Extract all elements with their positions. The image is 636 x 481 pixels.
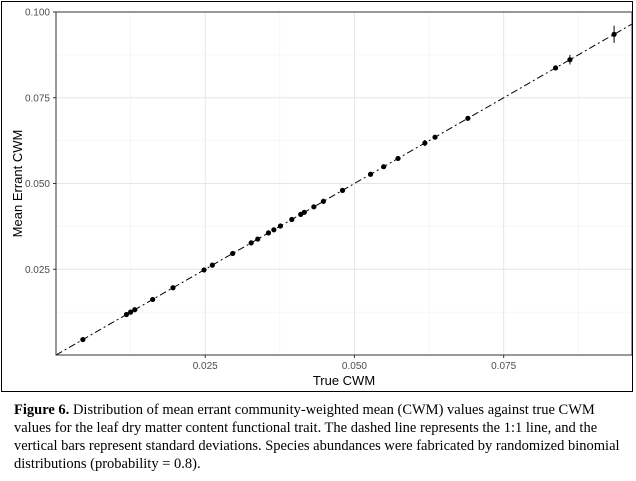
- data-point: [170, 285, 175, 290]
- data-point: [368, 172, 373, 177]
- y-axis-title: Mean Errant CWM: [10, 130, 25, 238]
- data-point: [201, 267, 206, 272]
- x-tick-label: 0.050: [342, 361, 367, 372]
- data-point: [289, 217, 294, 222]
- data-point: [611, 32, 616, 37]
- data-point: [465, 116, 470, 121]
- y-tick-label: 0.100: [25, 8, 50, 19]
- y-tick-label: 0.025: [25, 265, 50, 276]
- data-point: [210, 263, 215, 268]
- data-point: [311, 204, 316, 209]
- x-axis-title: True CWM: [313, 373, 375, 388]
- data-point: [266, 230, 271, 235]
- data-point: [432, 135, 437, 140]
- scatter-chart: 0.025 0.050 0.075 0.025 0.050 0.075 0.100 True…: [2, 2, 632, 391]
- data-point: [340, 188, 345, 193]
- data-point: [271, 227, 276, 232]
- data-point: [255, 236, 260, 241]
- data-point: [381, 164, 386, 169]
- x-tick-label: 0.075: [491, 361, 516, 372]
- data-point: [422, 140, 427, 145]
- data-point: [302, 210, 307, 215]
- data-point: [395, 156, 400, 161]
- caption-text: Distribution of mean errant community-we…: [14, 402, 620, 472]
- data-point: [249, 240, 254, 245]
- data-point: [230, 251, 235, 256]
- y-tick-label: 0.075: [25, 93, 50, 104]
- data-point: [321, 199, 326, 204]
- data-point: [567, 57, 572, 62]
- figure-caption: Figure 6. Distribution of mean errant co…: [14, 401, 624, 473]
- data-point: [132, 307, 137, 312]
- data-point: [80, 337, 85, 342]
- data-point: [553, 65, 558, 70]
- y-tick-label: 0.050: [25, 179, 50, 190]
- x-tick-label: 0.025: [193, 361, 218, 372]
- data-point: [150, 297, 155, 302]
- caption-label: Figure 6.: [14, 402, 69, 418]
- figure-frame: 0.025 0.050 0.075 0.025 0.050 0.075 0.100 True…: [1, 1, 633, 392]
- data-point: [278, 223, 283, 228]
